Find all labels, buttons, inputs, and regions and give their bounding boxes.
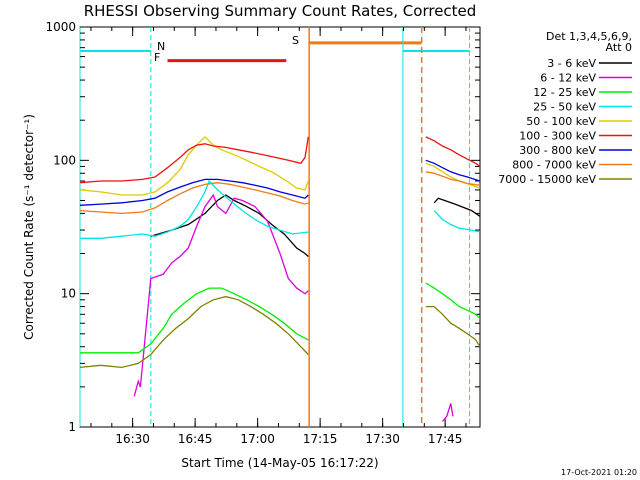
series-line-1: [150, 194, 480, 257]
y-axis-label: Corrected Count Rate (s⁻¹ detector⁻¹): [22, 114, 36, 340]
legend-header-line2: Att 0: [606, 41, 632, 54]
plot-frame: [79, 26, 481, 428]
series-line-3: [80, 282, 480, 354]
x-axis-label: Start Time (14-May-05 16:17:22): [181, 456, 378, 470]
chart-title: RHESSI Observing Summary Count Rates, Co…: [84, 2, 477, 20]
series-line-9: [80, 295, 480, 369]
x-tick-label: 17:15: [303, 432, 338, 446]
legend-label: 300 - 800 keV: [519, 144, 596, 157]
y-tick-label: 1: [68, 420, 76, 434]
y-tick-label: 100: [53, 153, 76, 167]
flag-f-label: F: [154, 51, 160, 64]
series-line-7: [80, 159, 480, 206]
footer-date: 17-Oct-2021 01:20: [561, 468, 637, 477]
series-line-5: [80, 135, 480, 196]
x-tick-label: 17:45: [428, 432, 463, 446]
legend-label: 12 - 25 keV: [533, 86, 596, 99]
series-line-8: [80, 171, 480, 215]
legend-header-line1: Det 1,3,4,5,6,9,: [546, 30, 632, 43]
x-tick-label: 16:45: [178, 432, 213, 446]
x-tick-label: 17:00: [240, 432, 275, 446]
legend-label: 100 - 300 keV: [519, 130, 596, 143]
legend-label: 3 - 6 keV: [547, 57, 596, 70]
flag-n-label: N: [157, 40, 165, 53]
legend-label: 50 - 100 keV: [526, 115, 596, 128]
observing-flags: N F S: [79, 27, 471, 427]
series-line-6: [80, 136, 480, 184]
x-tick-label: 17:30: [365, 432, 400, 446]
axis-ticks: 1 10 100 1000 16:30 16:45 17:00 17:15 17:30 17:45: [45, 20, 480, 446]
legend-label: 25 - 50 keV: [533, 101, 596, 114]
flag-s-label: S: [292, 34, 299, 47]
legend-label: 7000 - 15000 keV: [498, 173, 596, 186]
data-series: [80, 135, 480, 422]
y-tick-label: 1000: [45, 20, 76, 34]
legend-label: 800 - 7000 keV: [512, 159, 596, 172]
series-line-4: [80, 179, 480, 239]
legend-label: 6 - 12 keV: [540, 72, 596, 85]
x-tick-label: 16:30: [115, 432, 150, 446]
y-tick-label: 10: [61, 287, 76, 301]
series-line-2: [133, 193, 454, 422]
